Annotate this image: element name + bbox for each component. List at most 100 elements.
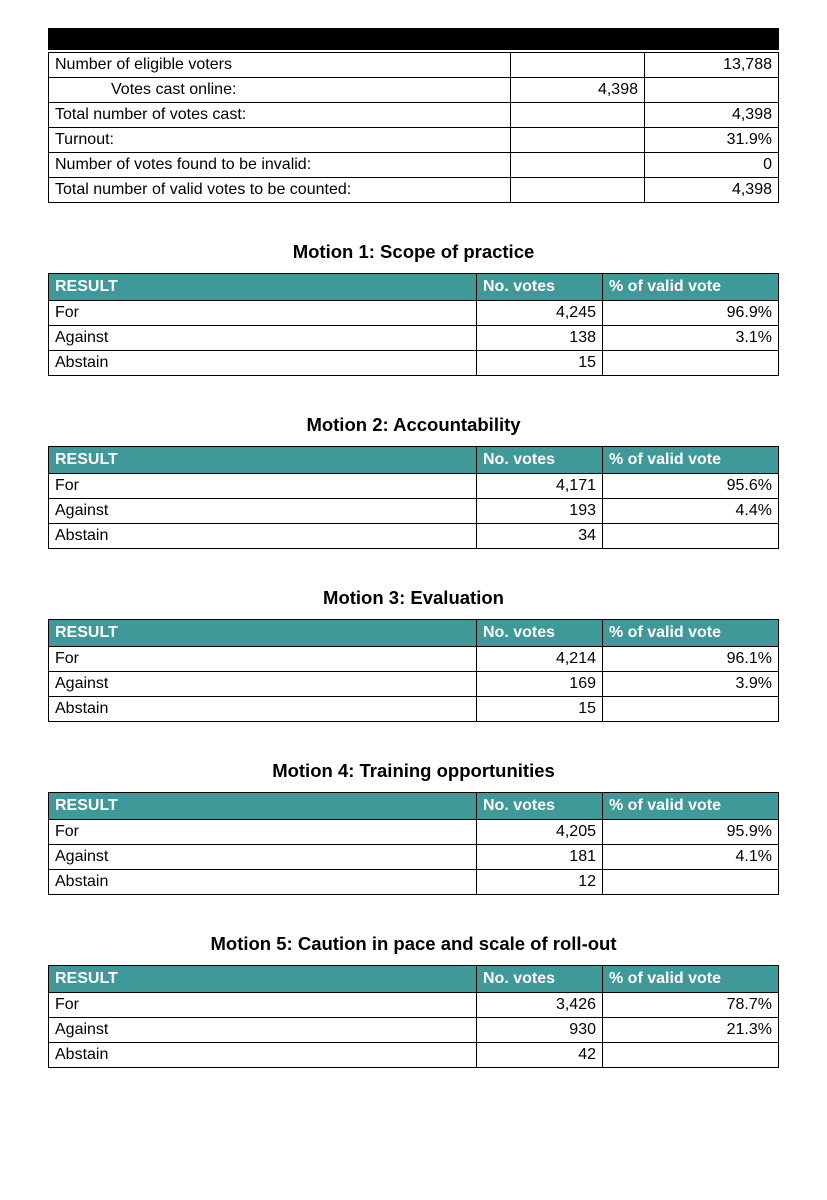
motion-title: Motion 3: Evaluation [48,587,779,609]
motion-row-pct: 96.1% [603,647,779,672]
motion-row-abstain: Abstain12 [49,870,779,895]
motion-header-row: RESULTNo. votes% of valid vote [49,793,779,820]
summary-right-value: 31.9% [645,128,779,153]
motion-row-abstain: Abstain15 [49,697,779,722]
summary-right-value: 4,398 [645,103,779,128]
motion-header-row: RESULTNo. votes% of valid vote [49,620,779,647]
summary-mid-value [511,53,645,78]
motion-header-votes: No. votes [477,274,603,301]
summary-label: Total number of votes cast: [49,103,511,128]
motion-header-pct: % of valid vote [603,620,779,647]
motion-row-label: Against [49,672,477,697]
motion-header-row: RESULTNo. votes% of valid vote [49,966,779,993]
summary-right-value [645,78,779,103]
motion-header-pct: % of valid vote [603,274,779,301]
motion-row-pct: 78.7% [603,993,779,1018]
motion-title: Motion 1: Scope of practice [48,241,779,263]
summary-mid-value [511,103,645,128]
motion-row-pct: 96.9% [603,301,779,326]
motion-header-pct: % of valid vote [603,793,779,820]
motion-row-pct [603,351,779,376]
motion-row-label: Abstain [49,697,477,722]
motion-row-pct [603,1043,779,1068]
motion-row-votes: 169 [477,672,603,697]
motion-row-against: Against1693.9% [49,672,779,697]
motion-title: Motion 4: Training opportunities [48,760,779,782]
motion-row-votes: 15 [477,351,603,376]
summary-right-value: 4,398 [645,178,779,203]
motion-row-against: Against93021.3% [49,1018,779,1043]
motion-row-votes: 4,171 [477,474,603,499]
motion-row-against: Against1934.4% [49,499,779,524]
motion-title: Motion 5: Caution in pace and scale of r… [48,933,779,955]
motion-row-abstain: Abstain15 [49,351,779,376]
summary-table: Number of eligible voters13,788Votes cas… [48,52,779,203]
summary-row: Turnout: 31.9% [49,128,779,153]
motion-row-label: Against [49,1018,477,1043]
summary-row: Total number of valid votes to be counte… [49,178,779,203]
motion-row-label: Abstain [49,1043,477,1068]
motion-row-votes: 15 [477,697,603,722]
motion-header-result: RESULT [49,966,477,993]
motion-header-pct: % of valid vote [603,966,779,993]
motion-row-votes: 181 [477,845,603,870]
motion-row-label: For [49,820,477,845]
motion-header-votes: No. votes [477,447,603,474]
motion-table: RESULTNo. votes% of valid voteFor3,42678… [48,965,779,1068]
motion-row-votes: 4,214 [477,647,603,672]
motion-row-votes: 138 [477,326,603,351]
motion-row-label: Against [49,845,477,870]
motion-row-against: Against1383.1% [49,326,779,351]
motion-row-pct [603,697,779,722]
motion-header-votes: No. votes [477,620,603,647]
motion-row-pct: 3.1% [603,326,779,351]
summary-right-value: 0 [645,153,779,178]
motion-header-result: RESULT [49,274,477,301]
motion-row-for: For4,21496.1% [49,647,779,672]
motion-row-pct [603,524,779,549]
motion-header-votes: No. votes [477,793,603,820]
motion-row-votes: 193 [477,499,603,524]
motion-header-result: RESULT [49,620,477,647]
motion-row-pct: 3.9% [603,672,779,697]
summary-row: Number of votes found to be invalid: 0 [49,153,779,178]
motion-header-result: RESULT [49,447,477,474]
motion-row-pct: 4.4% [603,499,779,524]
motion-row-votes: 34 [477,524,603,549]
motion-table: RESULTNo. votes% of valid voteFor4,21496… [48,619,779,722]
motion-row-for: For4,20595.9% [49,820,779,845]
motion-row-label: For [49,301,477,326]
motion-row-for: For4,24596.9% [49,301,779,326]
motion-row-votes: 42 [477,1043,603,1068]
motion-header-result: RESULT [49,793,477,820]
summary-label: Number of eligible voters [49,53,511,78]
motion-row-pct: 21.3% [603,1018,779,1043]
motion-row-pct [603,870,779,895]
motion-row-label: Against [49,499,477,524]
summary-label: Turnout: [49,128,511,153]
summary-mid-value [511,128,645,153]
motion-row-votes: 930 [477,1018,603,1043]
summary-label: Votes cast online: [49,78,511,103]
summary-mid-value [511,178,645,203]
motion-row-votes: 3,426 [477,993,603,1018]
motion-row-abstain: Abstain34 [49,524,779,549]
motion-header-row: RESULTNo. votes% of valid vote [49,447,779,474]
summary-mid-value: 4,398 [511,78,645,103]
motion-row-label: Abstain [49,524,477,549]
motion-row-votes: 4,245 [477,301,603,326]
motion-table: RESULTNo. votes% of valid voteFor4,17195… [48,446,779,549]
summary-row: Total number of votes cast: 4,398 [49,103,779,128]
motion-row-votes: 4,205 [477,820,603,845]
summary-row: Votes cast online:4,398 [49,78,779,103]
motion-row-abstain: Abstain42 [49,1043,779,1068]
summary-label: Number of votes found to be invalid: [49,153,511,178]
motion-row-label: For [49,993,477,1018]
motion-header-row: RESULTNo. votes% of valid vote [49,274,779,301]
motion-header-pct: % of valid vote [603,447,779,474]
motion-title: Motion 2: Accountability [48,414,779,436]
motion-row-pct: 95.6% [603,474,779,499]
header-black-bar [48,28,779,50]
motion-row-against: Against1814.1% [49,845,779,870]
motion-row-label: For [49,647,477,672]
